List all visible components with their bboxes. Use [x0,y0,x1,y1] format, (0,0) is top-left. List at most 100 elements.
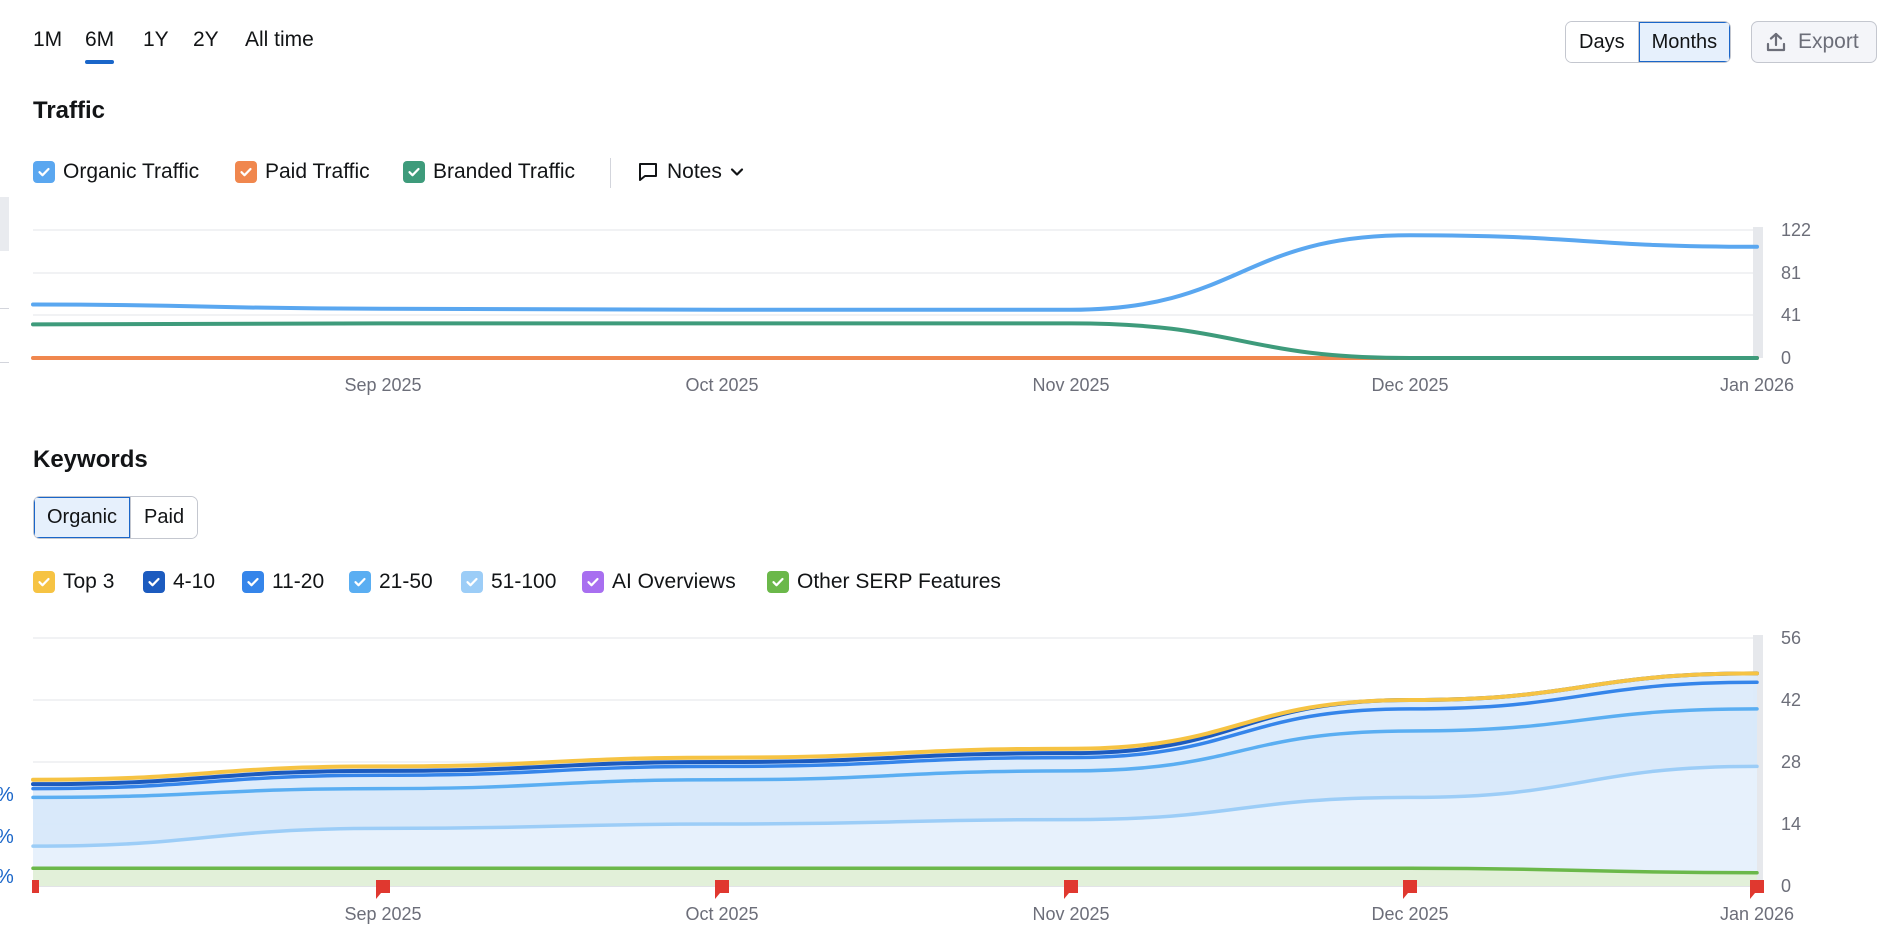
legend-label: Organic Traffic [63,160,200,183]
note-flag-tail [1403,893,1408,899]
legend-top-3[interactable]: Top 3 [33,570,114,594]
legend-label: 11-20 [272,570,325,593]
y-tick-label: 81 [1781,263,1801,283]
x-tick-label: Oct 2025 [685,904,758,924]
upload-icon [1764,30,1788,54]
note-flag-icon [1750,880,1764,899]
legend-11-20[interactable]: 11-20 [242,570,324,594]
left-percent-label: % [0,826,14,849]
series-line-other-serp-features [31,866,1759,875]
paid-tab[interactable]: Paid [130,497,198,538]
x-tick-label: Oct 2025 [685,375,758,395]
series-line-branded-traffic [31,321,1759,361]
note-flag-shape [715,880,729,893]
y-tick-label: 42 [1781,690,1801,710]
checkbox-checked-icon [242,571,264,593]
note-flag-icon [1403,880,1417,899]
series-line-21-50 [31,707,1759,800]
checkbox-checked-icon [582,571,604,593]
checkbox-checked-icon [403,161,425,183]
note-flag-shape [376,880,390,893]
legend-other-serp-features[interactable]: Other SERP Features [767,570,1001,594]
legend-ai-overviews[interactable]: AI Overviews [582,570,736,594]
y-tick-label: 56 [1781,628,1801,648]
x-tick-label: Nov 2025 [1032,904,1109,924]
legend-label: Paid Traffic [265,160,370,183]
area-fill-21-50 [33,708,1757,886]
comment-icon [637,161,659,183]
legend-paid-traffic[interactable]: Paid Traffic [235,160,370,184]
x-tick-label: Dec 2025 [1371,375,1448,395]
note-flag-shape [1750,880,1764,893]
note-flag-shape [1064,880,1078,893]
keywords-type-toggle: Organic Paid [33,496,199,539]
x-tick-label: Sep 2025 [344,375,421,395]
range-tab-all-time[interactable]: All time [245,28,314,51]
x-tick-label: Dec 2025 [1371,904,1448,924]
legend-label: AI Overviews [612,570,736,593]
chart-right-edge [1753,227,1763,358]
legend-4-10[interactable]: 4-10 [143,570,215,594]
note-flag-icon [1064,880,1078,899]
note-flag-shape [1403,880,1417,893]
checkbox-checked-icon [143,571,165,593]
days-button[interactable]: Days [1566,22,1638,62]
area-fill-other-serp-features [33,868,1757,886]
series-line-51-100 [31,764,1759,848]
legend-divider [610,158,611,188]
note-flag-tail [376,893,381,899]
left-edge-line [0,308,9,309]
series-line-organic-traffic [31,233,1759,312]
months-button[interactable]: Months [1637,22,1731,62]
legend-organic-traffic[interactable]: Organic Traffic [33,160,199,184]
x-tick-label: Jan 2026 [1720,375,1794,395]
note-flag-tail [1064,893,1069,899]
left-edge-line [0,362,9,363]
series-line-11-20 [31,680,1759,791]
legend-51-100[interactable]: 51-100 [461,570,556,594]
range-tab-6m[interactable]: 6M [85,28,115,64]
range-tab-1y[interactable]: 1Y [143,28,169,51]
note-flag-icon [376,880,390,899]
checkbox-checked-icon [33,571,55,593]
notes-label: Notes [667,160,722,183]
checkbox-checked-icon [461,571,483,593]
granularity-toggle: Days Months [1565,21,1732,63]
range-tab-2y[interactable]: 2Y [193,28,219,51]
y-tick-label: 122 [1781,220,1811,240]
legend-label: 51-100 [491,570,557,593]
export-button[interactable]: Export [1751,21,1877,63]
left-percent-label: % [0,866,14,889]
x-tick-label: Nov 2025 [1032,375,1109,395]
area-fill-keywords [33,673,1757,886]
series-line-top-3 [31,671,1759,782]
legend-label: 4-10 [173,570,216,593]
checkbox-checked-icon [767,571,789,593]
range-tab-1m[interactable]: 1M [33,28,63,51]
export-label: Export [1798,30,1859,53]
y-tick-label: 28 [1781,752,1801,772]
chevron-down-icon [730,167,744,177]
y-tick-label: 41 [1781,305,1801,325]
legend-21-50[interactable]: 21-50 [349,570,433,594]
note-flag-shape [32,880,39,893]
y-tick-label: 14 [1781,814,1801,834]
x-tick-label: Sep 2025 [344,904,421,924]
organic-tab[interactable]: Organic [34,497,131,538]
legend-label: 21-50 [379,570,433,593]
chart-right-edge [1753,635,1763,886]
keywords-title: Keywords [33,446,148,473]
legend-label: Top 3 [63,570,115,593]
x-tick-label: Jan 2026 [1720,904,1794,924]
notes-dropdown[interactable]: Notes [637,160,744,184]
legend-label: Other SERP Features [797,570,1001,593]
traffic-title: Traffic [33,97,106,124]
note-flag-tail [715,893,720,899]
legend-branded-traffic[interactable]: Branded Traffic [403,160,575,184]
legend-label: Branded Traffic [433,160,576,183]
series-line-4-10 [31,671,1759,787]
checkbox-checked-icon [349,571,371,593]
checkbox-checked-icon [33,161,55,183]
area-fill-51-100 [33,766,1757,886]
